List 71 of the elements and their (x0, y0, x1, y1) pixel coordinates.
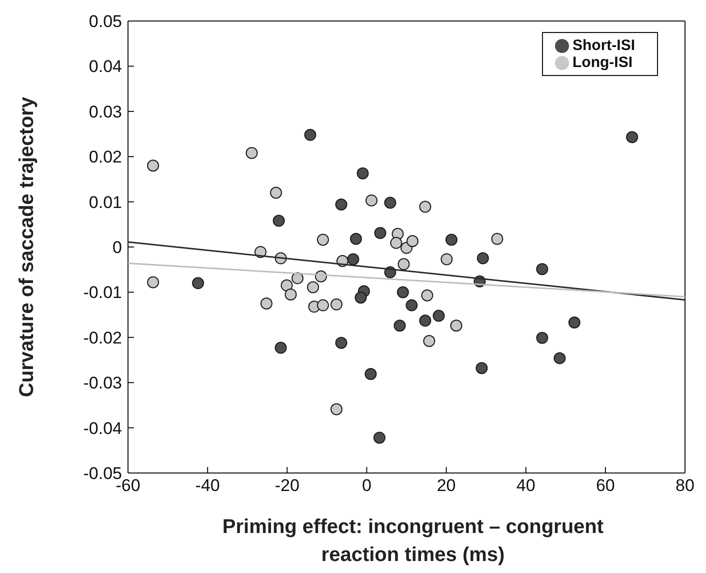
point (365, 194, 378, 206)
point (284, 288, 297, 300)
point (450, 320, 462, 332)
point (394, 320, 406, 332)
x-tick-label: 0 (362, 476, 372, 496)
x-axis-title: Priming effect: incongruent – congruent reaction times (ms) (221, 515, 605, 568)
point (419, 314, 432, 327)
y-tick-label: 0 (112, 238, 122, 258)
point (304, 128, 316, 141)
point (421, 289, 434, 302)
point (316, 234, 329, 246)
point (536, 263, 548, 276)
point (246, 146, 258, 159)
point (390, 236, 402, 249)
point (491, 232, 504, 245)
point (280, 279, 293, 292)
point (419, 200, 432, 213)
y-axis-title: Curvature of saccade trajectory (16, 96, 38, 398)
y-tick-label: -0.03 (83, 374, 122, 393)
point (347, 253, 360, 266)
point (406, 235, 418, 248)
point (398, 258, 410, 270)
legend-label: Short-ISI (572, 37, 635, 54)
point (335, 336, 348, 349)
y-tick-label: 0.04 (88, 57, 122, 76)
y-tick-label: -0.01 (83, 283, 122, 302)
legend-label: Long-ISI (572, 54, 632, 71)
point (373, 432, 386, 444)
point (536, 332, 548, 344)
y-tick-label: 0.05 (88, 12, 122, 32)
y-tick-label: 0.03 (88, 102, 122, 122)
point (476, 252, 489, 264)
point (147, 160, 160, 172)
point (396, 286, 409, 298)
point (406, 299, 418, 312)
y-tick-label: -0.02 (83, 328, 122, 348)
point (568, 316, 580, 328)
x-tick-label: -20 (274, 476, 300, 496)
point (147, 276, 160, 288)
point (272, 214, 285, 227)
point (316, 299, 329, 312)
x-tick-label: -40 (195, 476, 220, 496)
point (356, 167, 369, 180)
point (432, 310, 445, 322)
point (626, 131, 638, 144)
x-tick-label: 20 (436, 476, 456, 496)
point (350, 232, 362, 245)
point (440, 253, 453, 266)
point (364, 368, 377, 380)
x-tick-label: 60 (596, 476, 615, 496)
point (330, 403, 342, 416)
y-tick-label: 0.01 (88, 192, 122, 212)
point (270, 186, 282, 199)
point (374, 226, 386, 239)
point (192, 277, 204, 290)
point (260, 298, 272, 310)
point (330, 298, 342, 310)
point (423, 335, 436, 348)
point (291, 272, 304, 284)
point (384, 196, 396, 209)
y-tick-label: 0.02 (88, 148, 122, 167)
x-tick-label: 80 (676, 476, 694, 496)
point (274, 342, 287, 354)
y-tick-label: -0.04 (83, 418, 122, 438)
point (554, 352, 566, 364)
point (445, 234, 458, 246)
point (335, 198, 348, 211)
point (354, 292, 367, 304)
x-tick-label: 40 (516, 476, 536, 496)
point (476, 362, 488, 374)
point (307, 281, 320, 294)
